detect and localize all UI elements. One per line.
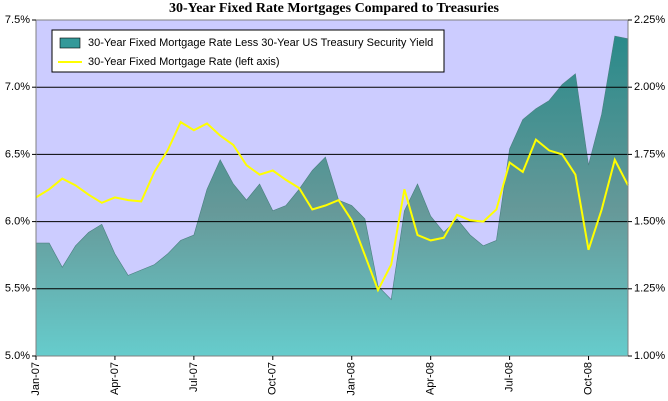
legend-label: 30-Year Fixed Mortgage Rate (left axis) [88, 56, 280, 68]
line [35, 120, 629, 293]
y2-tick-label: 1.50% [634, 216, 665, 228]
legend-swatch [59, 37, 81, 49]
x-tick-label: Jul-08 [504, 362, 516, 392]
x-tick-label: Apr-07 [109, 362, 121, 395]
y-tick-label: 5.0% [5, 350, 30, 362]
x-tick-label: Oct-08 [582, 362, 594, 395]
y-tick-label: 6.5% [5, 148, 30, 160]
x-tick-label: Oct-07 [267, 362, 279, 395]
y2-tick-label: 1.75% [634, 148, 665, 160]
legend-label: 30-Year Fixed Mortgage Rate Less 30-Year… [88, 37, 433, 49]
y2-tick-label: 1.00% [634, 350, 665, 362]
y-tick-label: 6.0% [5, 216, 30, 228]
area [35, 35, 629, 357]
x-tick-label: Apr-08 [425, 362, 437, 395]
y-tick-label: 7.5% [5, 14, 30, 26]
legend-box [51, 29, 445, 73]
plot-border [35, 19, 629, 357]
y2-tick-label: 2.25% [634, 14, 665, 26]
y2-tick-label: 1.25% [634, 283, 665, 295]
chart-title: 30-Year Fixed Rate Mortgages Compared to… [169, 1, 500, 16]
y-tick-label: 7.0% [5, 81, 30, 93]
x-tick-label: Jan-07 [30, 362, 42, 396]
y2-tick-label: 2.00% [634, 81, 665, 93]
y-tick-label: 5.5% [5, 283, 30, 295]
x-tick-label: Jul-07 [188, 362, 200, 392]
x-tick-label: Jan-08 [346, 362, 358, 396]
